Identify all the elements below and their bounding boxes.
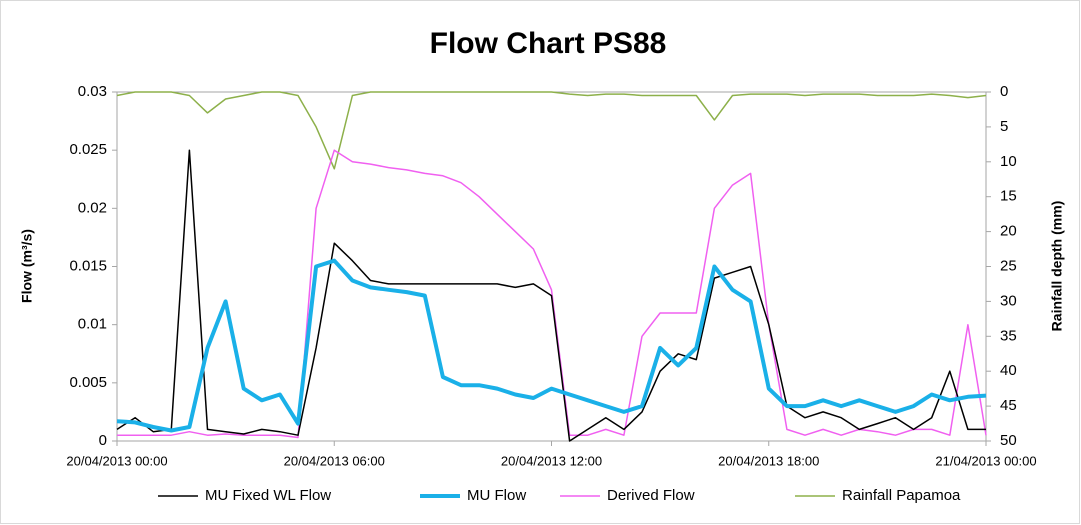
y2-tick-label: 25 (1000, 257, 1017, 274)
x-tick-label: 20/04/2013 12:00 (501, 453, 602, 468)
legend-label: MU Flow (467, 487, 526, 504)
series-line (117, 149, 987, 439)
x-tick-label: 20/04/2013 06:00 (284, 453, 385, 468)
x-tick-label: 20/04/2013 00:00 (66, 453, 167, 468)
y2-tick-label: 30 (1000, 292, 1017, 309)
y2-axis-label: Rainfall depth (mm) (1049, 201, 1065, 332)
y-tick-label: 0.005 (69, 374, 107, 391)
y-tick-label: 0.03 (78, 83, 107, 100)
legend-label: MU Fixed WL Flow (205, 487, 331, 504)
y-tick-label: 0 (99, 432, 107, 449)
series-line (116, 149, 986, 442)
x-tick-label: 21/04/2013 00:00 (935, 453, 1036, 468)
y-tick-label: 0.02 (78, 199, 107, 216)
chart-title: Flow Chart PS88 (430, 27, 667, 60)
legend-label: Derived Flow (607, 487, 695, 504)
series-line (116, 91, 987, 170)
y2-tick-label: 20 (1000, 223, 1017, 240)
y-axis-label: Flow (m³/s) (19, 229, 35, 303)
y2-tick-label: 5 (1000, 118, 1008, 135)
y-tick-label: 0.025 (69, 141, 107, 158)
y-tick-label: 0.015 (69, 257, 107, 274)
series-line (116, 258, 987, 433)
y2-tick-label: 35 (1000, 327, 1017, 344)
y2-tick-label: 0 (1000, 83, 1008, 100)
y2-tick-label: 45 (1000, 397, 1017, 414)
y2-tick-label: 50 (1000, 432, 1017, 449)
legend-label: Rainfall Papamoa (842, 487, 961, 504)
y-tick-label: 0.01 (78, 316, 107, 333)
y2-tick-label: 15 (1000, 188, 1017, 205)
x-tick-label: 20/04/2013 18:00 (718, 453, 819, 468)
y2-tick-label: 40 (1000, 362, 1017, 379)
y2-tick-label: 10 (1000, 153, 1017, 170)
